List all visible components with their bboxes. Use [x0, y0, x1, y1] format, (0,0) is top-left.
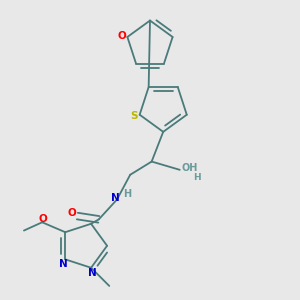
Text: N: N [88, 268, 97, 278]
Text: H: H [194, 172, 201, 182]
Text: OH: OH [182, 163, 198, 173]
Text: O: O [38, 214, 47, 224]
Text: N: N [111, 193, 120, 202]
Text: O: O [68, 208, 76, 218]
Text: H: H [123, 189, 131, 199]
Text: N: N [59, 259, 68, 269]
Text: S: S [130, 111, 138, 121]
Text: O: O [117, 31, 126, 41]
